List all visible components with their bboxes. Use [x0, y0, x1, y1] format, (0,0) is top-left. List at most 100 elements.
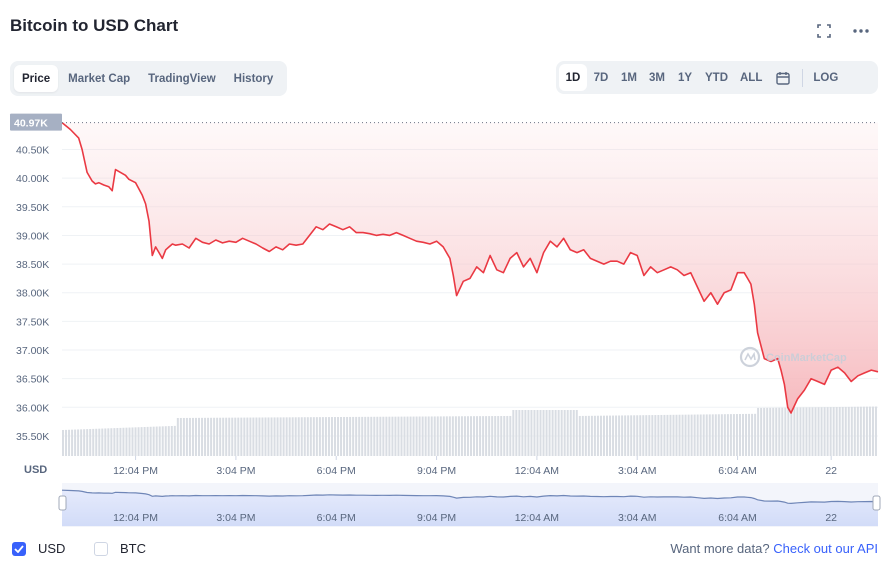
volume-bar: [678, 414, 681, 456]
tab-price[interactable]: Price: [14, 65, 59, 92]
volume-bar: [473, 416, 476, 456]
api-link[interactable]: Check out our API: [773, 541, 878, 556]
range-ytd[interactable]: YTD: [705, 71, 728, 84]
volume-bar: [518, 410, 521, 456]
calendar-icon[interactable]: [768, 64, 798, 91]
volume-bar: [551, 410, 554, 456]
checkbox-unchecked-icon[interactable]: [94, 541, 108, 556]
range-all[interactable]: ALL: [740, 71, 763, 84]
legend-btc-label: BTC: [120, 541, 146, 556]
range-7d[interactable]: 7D: [593, 71, 609, 84]
volume-bar: [358, 416, 361, 456]
volume-bar: [74, 429, 77, 456]
y-tick-label: 39.50K: [16, 202, 49, 214]
volume-bar: [494, 416, 497, 456]
volume-bar: [545, 410, 548, 456]
volume-bar: [146, 426, 149, 456]
current-price-badge: 40.97K: [10, 113, 62, 131]
volume-bar: [841, 406, 844, 456]
volume-bar: [599, 415, 602, 456]
volume-bar: [65, 429, 68, 456]
volume-bar: [669, 414, 672, 456]
volume-bar: [563, 410, 566, 456]
volume-bar: [811, 407, 814, 456]
volume-bar: [340, 416, 343, 456]
range-1m[interactable]: 1M: [621, 71, 637, 84]
volume-bar: [430, 416, 433, 456]
y-axis-unit-label: USD: [24, 464, 47, 476]
volume-bar: [457, 416, 460, 456]
volume-bar: [439, 416, 442, 456]
volume-bar: [330, 417, 333, 456]
api-promo-text: Want more data?: [670, 541, 770, 556]
volume-bar: [122, 427, 125, 456]
tab-tradingview[interactable]: TradingView: [148, 72, 216, 85]
volume-bar: [234, 417, 237, 456]
volume-bar: [107, 428, 110, 456]
volume-bar: [696, 414, 699, 456]
volume-bar: [167, 426, 170, 456]
volume-bar: [648, 415, 651, 456]
volume-bar: [173, 425, 176, 456]
volume-bar: [300, 417, 303, 456]
volume-bar: [201, 417, 204, 456]
volume-bar: [787, 407, 790, 456]
volume-bar: [370, 416, 373, 456]
volume-bar: [191, 417, 194, 456]
volume-bar: [421, 416, 424, 456]
volume-bar: [584, 415, 587, 456]
volume-bar: [754, 413, 757, 456]
volume-bar: [216, 417, 219, 456]
log-scale-toggle[interactable]: LOG: [813, 71, 839, 84]
page-title: Bitcoin to USD Chart: [10, 16, 179, 35]
volume-bar: [170, 426, 173, 456]
volume-bar: [418, 416, 421, 456]
volume-bar: [98, 428, 101, 456]
volume-bar: [693, 414, 696, 456]
volume-bar: [86, 429, 89, 456]
volume-bar: [593, 415, 596, 456]
volume-bar: [210, 417, 213, 456]
volume-bar: [802, 407, 805, 456]
volume-bar: [125, 427, 128, 456]
volume-bar: [225, 417, 228, 456]
range-1d[interactable]: 1D: [559, 64, 587, 91]
volume-bar: [182, 417, 185, 456]
volume-bar: [723, 414, 726, 456]
volume-bar: [255, 417, 258, 456]
volume-bar: [309, 417, 312, 456]
volume-bar: [578, 415, 581, 456]
volume-bar: [868, 406, 871, 456]
volume-bar: [506, 415, 509, 456]
tab-history[interactable]: History: [233, 72, 274, 85]
expand-icon[interactable]: [814, 22, 834, 40]
volume-bar: [491, 416, 494, 456]
price-chart[interactable]: 40.97K 40.50K 40.00K 39.50K 39.00K 38.50K 38.…: [0, 100, 888, 530]
volume-bar: [657, 415, 660, 456]
volume-bar: [524, 410, 527, 456]
coinmarketcap-logo-icon: [739, 346, 761, 368]
more-icon[interactable]: [851, 22, 871, 40]
volume-bar: [219, 417, 222, 456]
legend-usd[interactable]: USD: [12, 541, 65, 556]
volume-bar: [757, 407, 760, 456]
volume-bar: [602, 415, 605, 456]
volume-bar: [152, 426, 155, 456]
volume-bar: [799, 407, 802, 456]
volume-bar: [273, 417, 276, 456]
volume-bar: [149, 426, 152, 456]
volume-bar: [113, 428, 116, 456]
volume-bar: [454, 416, 457, 456]
range-1y[interactable]: 1Y: [677, 71, 693, 84]
y-tick-label: 38.00K: [16, 288, 49, 300]
volume-bar: [687, 414, 690, 456]
volume-bar: [847, 406, 850, 456]
checkbox-checked-icon[interactable]: [12, 541, 26, 556]
tab-market-cap[interactable]: Market Cap: [68, 72, 131, 85]
volume-bar: [859, 406, 862, 456]
x-tick-label: 6:04 PM: [317, 465, 356, 477]
watermark-text: CoinMarketCap: [766, 352, 847, 364]
volume-bar: [796, 407, 799, 456]
legend-btc[interactable]: BTC: [94, 541, 146, 556]
range-3m[interactable]: 3M: [649, 71, 665, 84]
